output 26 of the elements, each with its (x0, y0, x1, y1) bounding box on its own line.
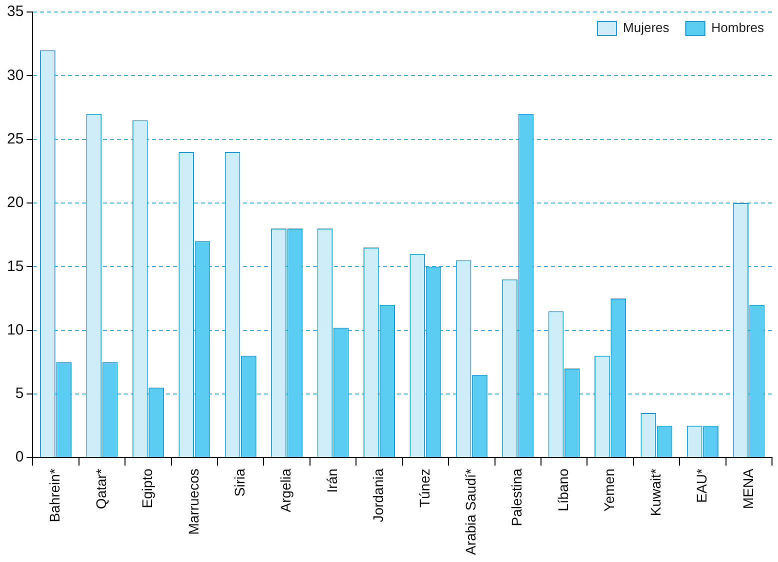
y-tick-label: 25 (6, 130, 24, 148)
x-tick-label: Bahrein* (46, 468, 63, 522)
x-tick-label: Qatar* (92, 468, 109, 510)
x-tick-label: Túnez (416, 468, 432, 508)
y-tick-label: 10 (6, 321, 24, 338)
x-tick-label: Yemen (601, 468, 618, 512)
y-tick-label: 30 (6, 66, 24, 84)
y-tick-label: 35 (6, 3, 24, 20)
x-tick-label: Siria (231, 468, 248, 497)
x-tick-label: Egipto (139, 468, 156, 508)
x-tick-label: Marruecos (185, 468, 202, 535)
x-tick-label: Líbano (554, 468, 571, 512)
y-tick-label: 15 (6, 258, 24, 275)
x-tick-label: Irán (324, 468, 340, 493)
x-tick-label: Kuwait* (647, 468, 664, 516)
y-tick-label: 0 (15, 448, 24, 466)
x-tick-label: Jordania (370, 468, 386, 522)
x-tick-label: MENA (740, 468, 756, 510)
legend-label: Mujeres (623, 20, 670, 36)
x-tick-label: Argelia (278, 468, 294, 512)
x-tick-label: Palestina (508, 468, 525, 526)
x-tick-label: EAU* (694, 468, 710, 503)
x-tick-label: Arabia Saudí* (462, 468, 479, 556)
y-tick-label: 20 (6, 194, 24, 212)
y-tick-label: 5 (15, 385, 24, 402)
legend-label: Hombres (711, 20, 764, 36)
